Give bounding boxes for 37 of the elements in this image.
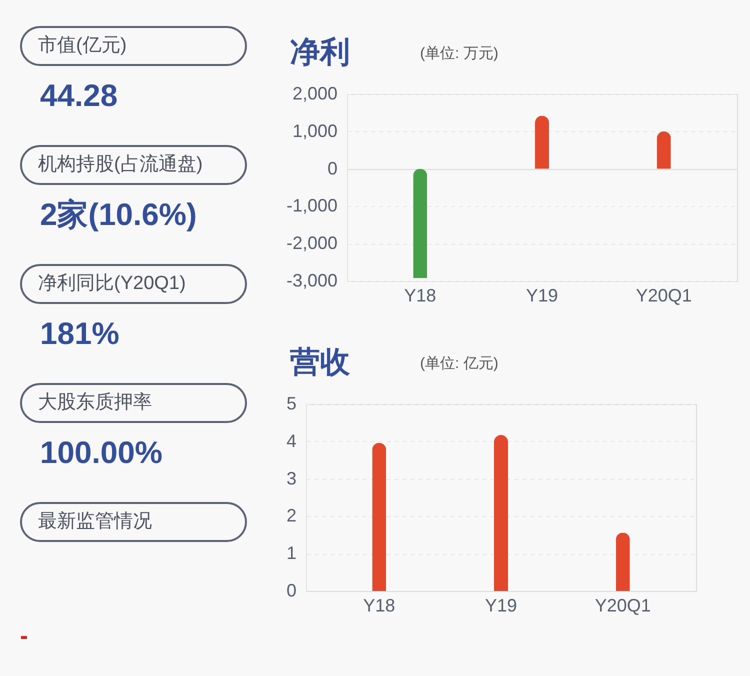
y-tick-label: 2,000 — [292, 84, 338, 104]
y-tick-label: 0 — [286, 580, 296, 600]
bar — [616, 532, 630, 591]
bar — [494, 435, 508, 591]
y-tick-label: -2,000 — [286, 233, 338, 254]
x-tick-label: Y19 — [526, 286, 558, 306]
chart-subtitle: (单位: 万元) — [420, 44, 498, 63]
text: 市值(亿元) — [20, 26, 247, 66]
bar — [535, 116, 549, 169]
chart-subtitle: (单位: 亿元) — [420, 354, 498, 373]
text: 100.00% — [39, 434, 164, 472]
text: 181% — [39, 315, 120, 353]
y-tick-label: 4 — [286, 430, 296, 451]
x-tick-label: Y20Q1 — [636, 286, 692, 306]
y-tick-label: 5 — [286, 394, 296, 414]
bar — [413, 168, 428, 278]
x-tick-label: Y19 — [484, 596, 518, 616]
text: 净利同比(Y20Q1) — [20, 264, 247, 304]
bar — [656, 131, 671, 169]
chart-title: 净利 — [290, 35, 350, 71]
chart-title: 营收 — [290, 345, 350, 381]
bar — [372, 442, 386, 591]
y-tick-label: -3,000 — [286, 270, 338, 290]
text: 最新监管情况 — [20, 502, 247, 542]
x-tick-label: Y20Q1 — [594, 596, 651, 616]
y-tick-label: 3 — [286, 468, 296, 488]
y-tick-label: 1 — [286, 543, 296, 564]
text: 2家(10.6%) — [39, 196, 198, 234]
y-tick-label: 1,000 — [292, 120, 338, 141]
text: 机构持股(占流通盘) — [20, 145, 247, 185]
y-tick-label: -1,000 — [286, 196, 338, 216]
text: 44.28 — [39, 77, 119, 115]
x-tick-label: Y18 — [363, 596, 396, 616]
text: 大股东质押率 — [20, 383, 247, 423]
y-tick-label: 2 — [286, 506, 296, 526]
y-tick-label: 0 — [327, 158, 338, 178]
x-tick-label: Y18 — [404, 286, 436, 306]
